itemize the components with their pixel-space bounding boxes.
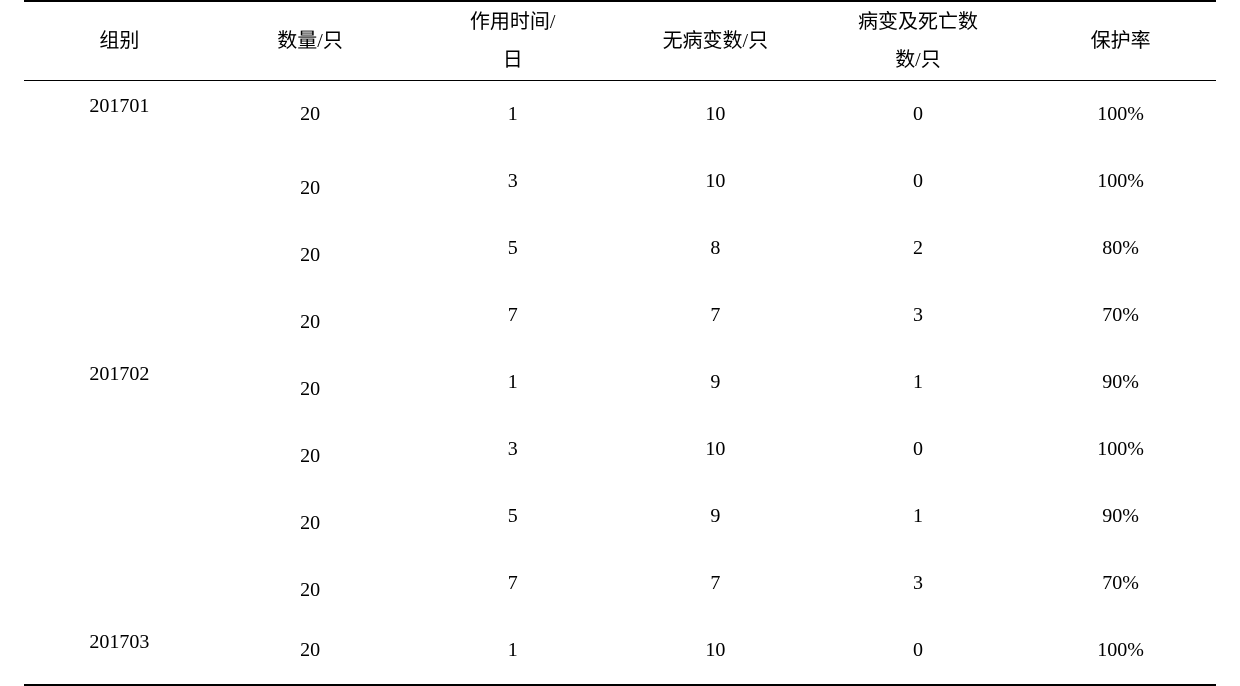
- cell-duration: 7: [405, 282, 620, 349]
- cell-no-lesion: 10: [620, 416, 811, 483]
- cell-protection: 100%: [1025, 416, 1216, 483]
- cell-no-lesion: 7: [620, 282, 811, 349]
- col-header-quantity: 数量/只: [215, 1, 406, 81]
- cell-lesion-death: 3: [811, 550, 1026, 617]
- col-header-protection-l1: 保护率: [1025, 22, 1216, 60]
- cell-group: [24, 483, 215, 550]
- cell-no-lesion: 10: [620, 617, 811, 685]
- cell-duration: 5: [405, 215, 620, 282]
- cell-duration: 1: [405, 81, 620, 149]
- cell-lesion-death: 2: [811, 215, 1026, 282]
- cell-duration: 1: [405, 617, 620, 685]
- col-header-lesion-death-l1: 病变及死亡数: [811, 3, 1026, 41]
- cell-group: [24, 550, 215, 617]
- col-header-duration: 作用时间/ 日: [405, 1, 620, 81]
- cell-quantity: 20: [215, 215, 406, 282]
- cell-protection: 100%: [1025, 148, 1216, 215]
- table-row: 20 5 8 2 80%: [24, 215, 1216, 282]
- cell-protection: 100%: [1025, 617, 1216, 685]
- cell-duration: 5: [405, 483, 620, 550]
- cell-group: [24, 282, 215, 349]
- cell-group: [24, 215, 215, 282]
- cell-protection: 90%: [1025, 349, 1216, 416]
- table-row: 201701 20 1 10 0 100%: [24, 81, 1216, 149]
- cell-protection: 90%: [1025, 483, 1216, 550]
- col-header-protection: 保护率: [1025, 1, 1216, 81]
- cell-quantity: 20: [215, 81, 406, 149]
- cell-lesion-death: 0: [811, 617, 1026, 685]
- col-header-lesion-death-l2: 数/只: [811, 41, 1026, 79]
- table-row: 201703 20 1 10 0 100%: [24, 617, 1216, 685]
- cell-protection: 100%: [1025, 81, 1216, 149]
- cell-duration: 3: [405, 416, 620, 483]
- cell-duration: 1: [405, 349, 620, 416]
- cell-lesion-death: 0: [811, 148, 1026, 215]
- cell-duration: 3: [405, 148, 620, 215]
- table-header-row: 组别 数量/只 作用时间/ 日 无病变数/只 病变及死亡数 数/只 保护率: [24, 1, 1216, 81]
- cell-lesion-death: 0: [811, 416, 1026, 483]
- col-header-group: 组别: [24, 1, 215, 81]
- col-header-duration-l2: 日: [405, 41, 620, 79]
- cell-lesion-death: 1: [811, 349, 1026, 416]
- cell-quantity: 20: [215, 416, 406, 483]
- cell-no-lesion: 9: [620, 483, 811, 550]
- cell-lesion-death: 1: [811, 483, 1026, 550]
- cell-no-lesion: 9: [620, 349, 811, 416]
- col-header-no-lesion: 无病变数/只: [620, 1, 811, 81]
- cell-quantity: 20: [215, 349, 406, 416]
- cell-no-lesion: 7: [620, 550, 811, 617]
- cell-protection: 80%: [1025, 215, 1216, 282]
- col-header-no-lesion-l1: 无病变数/只: [620, 22, 811, 60]
- cell-group: 201702: [24, 349, 215, 416]
- data-table-container: 组别 数量/只 作用时间/ 日 无病变数/只 病变及死亡数 数/只 保护率: [0, 0, 1240, 686]
- table-row: 20 5 9 1 90%: [24, 483, 1216, 550]
- cell-group: [24, 416, 215, 483]
- cell-protection: 70%: [1025, 550, 1216, 617]
- cell-quantity: 20: [215, 617, 406, 685]
- table-row: 201702 20 1 9 1 90%: [24, 349, 1216, 416]
- table-body: 201701 20 1 10 0 100% 20 3 10 0 100% 20 …: [24, 81, 1216, 686]
- cell-group: 201703: [24, 617, 215, 685]
- col-header-duration-l1: 作用时间/: [405, 3, 620, 41]
- cell-group: 201701: [24, 81, 215, 149]
- cell-quantity: 20: [215, 148, 406, 215]
- table-row: 20 3 10 0 100%: [24, 416, 1216, 483]
- cell-protection: 70%: [1025, 282, 1216, 349]
- table-row: 20 3 10 0 100%: [24, 148, 1216, 215]
- cell-lesion-death: 0: [811, 81, 1026, 149]
- cell-lesion-death: 3: [811, 282, 1026, 349]
- cell-quantity: 20: [215, 483, 406, 550]
- cell-quantity: 20: [215, 282, 406, 349]
- cell-no-lesion: 10: [620, 81, 811, 149]
- cell-quantity: 20: [215, 550, 406, 617]
- cell-duration: 7: [405, 550, 620, 617]
- data-table: 组别 数量/只 作用时间/ 日 无病变数/只 病变及死亡数 数/只 保护率: [24, 0, 1216, 686]
- cell-no-lesion: 8: [620, 215, 811, 282]
- col-header-quantity-l1: 数量/只: [215, 22, 406, 60]
- col-header-group-l1: 组别: [24, 22, 215, 60]
- table-row: 20 7 7 3 70%: [24, 550, 1216, 617]
- col-header-lesion-death: 病变及死亡数 数/只: [811, 1, 1026, 81]
- cell-group: [24, 148, 215, 215]
- table-row: 20 7 7 3 70%: [24, 282, 1216, 349]
- cell-no-lesion: 10: [620, 148, 811, 215]
